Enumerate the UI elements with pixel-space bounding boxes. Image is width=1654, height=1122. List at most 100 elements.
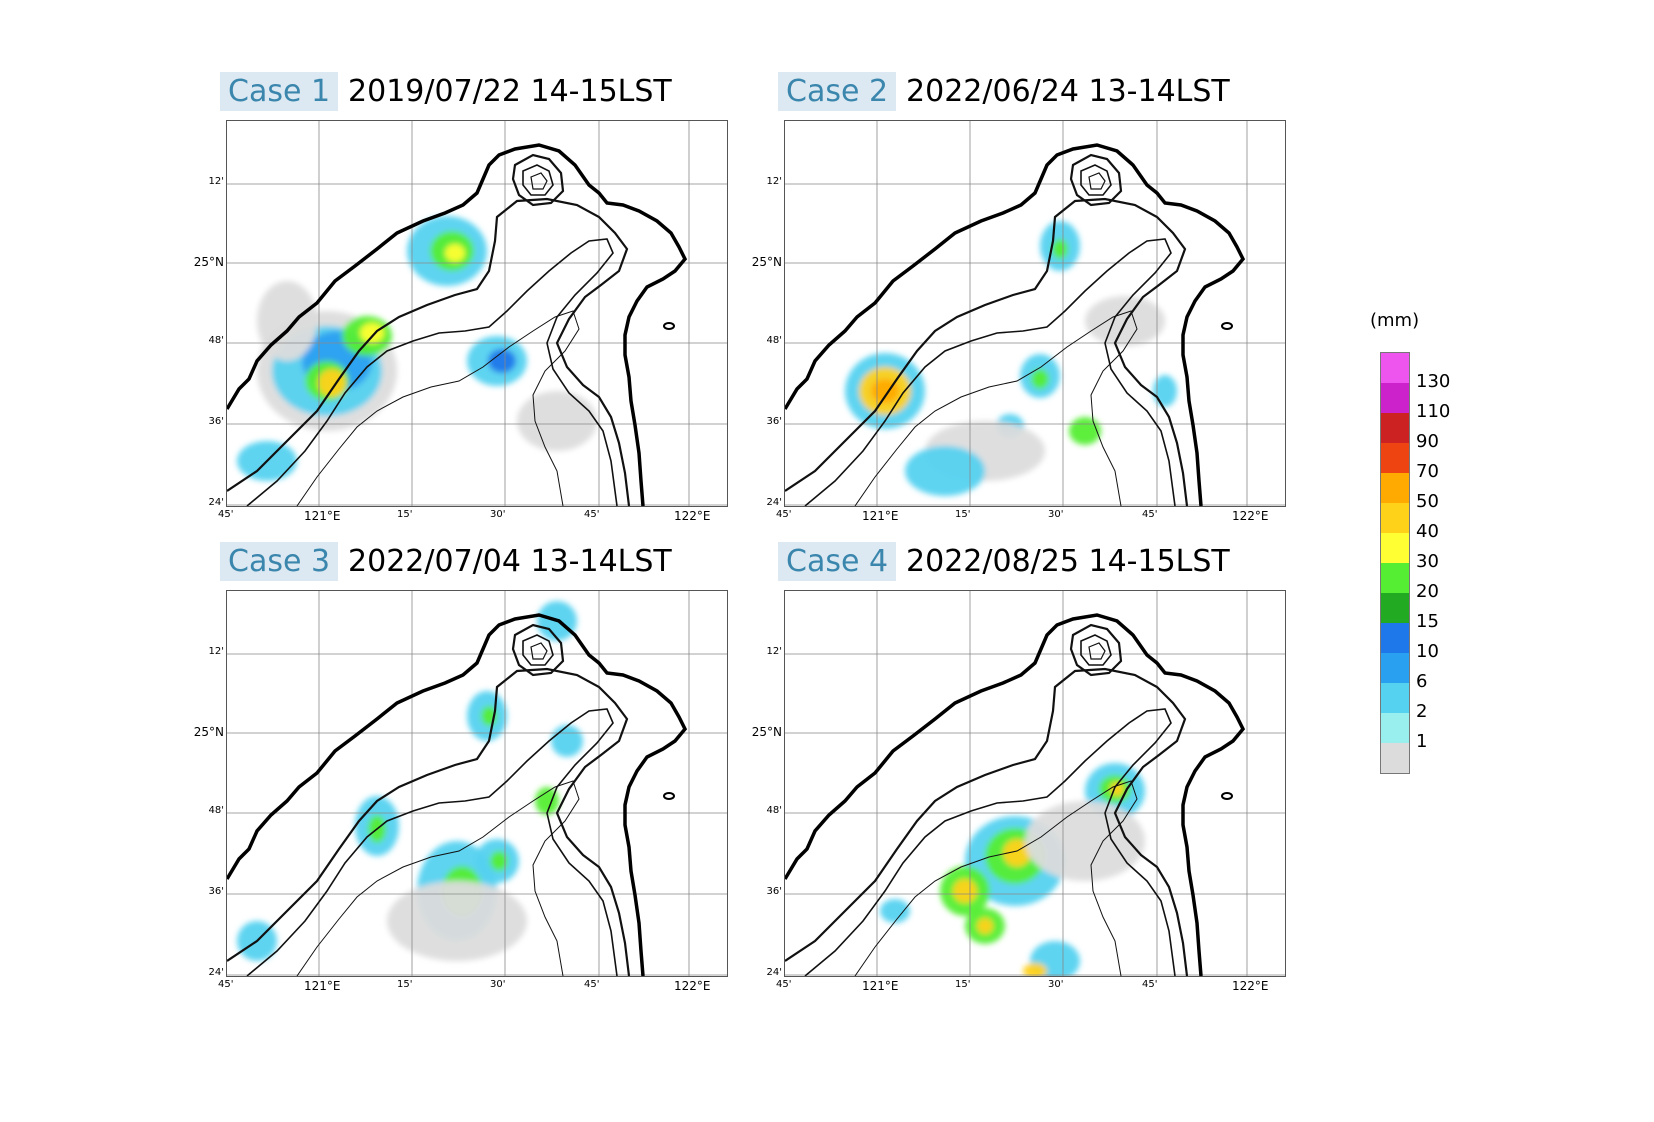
terrain-contour-low [854,310,1138,506]
legend-swatch [1381,743,1409,773]
map-panel-case-4: Case 4 2022/08/25 14-15LST 12' 25°N 48' 36' 24… [752,540,1358,1010]
lon-tick-label: 122°E [1232,509,1269,523]
lat-tick-label: 36' [208,416,224,427]
case-label: Case 4 [778,541,897,581]
lon-tick-label: 45' [218,509,234,520]
rain-cell [1025,801,1145,881]
lat-tick-label: 36' [766,416,782,427]
terrain-contour-high [785,667,1189,976]
legend-level-label: 15 [1416,611,1439,632]
rain-cell [387,881,527,961]
terrain-contour-mid [246,708,618,976]
lat-tick-label: 12' [208,176,224,187]
map-frame [226,120,728,507]
date-label: 2022/06/24 13-14LST [906,73,1230,109]
rain-cell [1069,417,1101,445]
coastline [227,143,688,506]
island-outline [1221,322,1233,330]
legend-level-label: 6 [1416,671,1428,692]
rain-cell [1031,369,1049,389]
legend-level-label: 110 [1416,401,1451,422]
case-label: Case 1 [220,71,339,111]
rain-cell [880,899,910,923]
lat-tick-label: 25°N [193,725,224,739]
panel-title: Case 2 2022/06/24 13-14LST [778,70,1230,112]
map-panel-case-3: Case 3 2022/07/04 13-14LST 12' 25°N 48' 36' 24… [194,540,800,1010]
mountain-contour-1 [1069,623,1123,677]
date-label: 2019/07/22 14-15LST [348,73,672,109]
rainfall-map [785,121,1285,506]
mountain-contour-2 [1080,634,1112,666]
rain-cell [1052,239,1068,259]
lon-tick-label: 45' [776,509,792,520]
lat-tick-label: 25°N [193,255,224,269]
legend-swatch [1381,683,1409,713]
legend-unit: (mm) [1370,310,1420,331]
legend-swatch [1381,533,1409,563]
mountain-contour-1 [511,623,565,677]
case-label: Case 3 [220,541,339,581]
lat-tick-label: 25°N [751,255,782,269]
mountain-contour-1 [1069,153,1123,207]
terrain-contour-low [854,780,1138,976]
mountain-contour-3 [530,642,548,660]
island-outline [663,792,675,800]
map-frame [784,120,1286,507]
terrain-contour-high [785,197,1189,506]
panel-title: Case 4 2022/08/25 14-15LST [778,540,1230,582]
lat-tick-label: 48' [766,805,782,816]
legend-level-label: 20 [1416,581,1439,602]
terrain-contour-low [296,310,580,506]
island-outline [663,322,675,330]
legend-level-label: 40 [1416,521,1439,542]
legend-swatch [1381,593,1409,623]
lon-tick-label: 15' [397,979,413,990]
lat-tick-label: 25°N [751,725,782,739]
rain-cell [535,787,559,815]
lat-tick-label: 12' [766,646,782,657]
rain-cell [1023,963,1047,976]
rain-cell [490,851,508,871]
legend-swatch [1381,653,1409,683]
lat-tick-label: 48' [208,335,224,346]
legend-swatch [1381,413,1409,443]
rain-cell [360,323,384,343]
coastline [227,613,688,976]
mountain-contour-2 [522,164,554,196]
legend-swatch [1381,623,1409,653]
terrain-contour-mid [804,238,1176,506]
island-outline [1221,792,1233,800]
map-panel-case-2: Case 2 2022/06/24 13-14LST 12' 25°N 48' 36' 24… [752,70,1358,540]
lat-tick-label: 24' [208,497,224,508]
legend-level-label: 90 [1416,431,1439,452]
lon-tick-label: 45' [584,509,600,520]
terrain-contour-low [296,780,580,976]
legend-swatch [1381,353,1409,383]
legend-level-label: 30 [1416,551,1439,572]
date-label: 2022/08/25 14-15LST [906,543,1230,579]
rain-cell [977,918,993,934]
lat-tick-label: 48' [766,335,782,346]
mountain-contour-3 [1088,642,1106,660]
rainfall-map [227,121,727,506]
panel-title: Case 1 2019/07/22 14-15LST [220,70,672,112]
rainfall-map [227,591,727,976]
lat-tick-label: 48' [208,805,224,816]
rain-cell [257,281,317,361]
legend-level-label: 130 [1416,371,1451,392]
legend-colorbar [1380,352,1410,774]
lon-tick-label: 122°E [674,979,711,993]
terrain-contour-high [227,197,631,506]
lon-tick-label: 15' [955,979,971,990]
mountain-contour-2 [522,634,554,666]
legend-level-label: 10 [1416,641,1439,662]
rain-cell [318,369,346,397]
lon-tick-label: 45' [1142,979,1158,990]
colorbar-legend: (mm) 130 110 90 70 50 40 30 20 15 10 6 2 1 [1370,310,1480,780]
lat-tick-label: 24' [766,497,782,508]
lon-tick-label: 45' [218,979,234,990]
legend-level-label: 50 [1416,491,1439,512]
lon-tick-label: 30' [1048,979,1064,990]
rain-cell [551,725,583,757]
lon-tick-label: 45' [584,979,600,990]
